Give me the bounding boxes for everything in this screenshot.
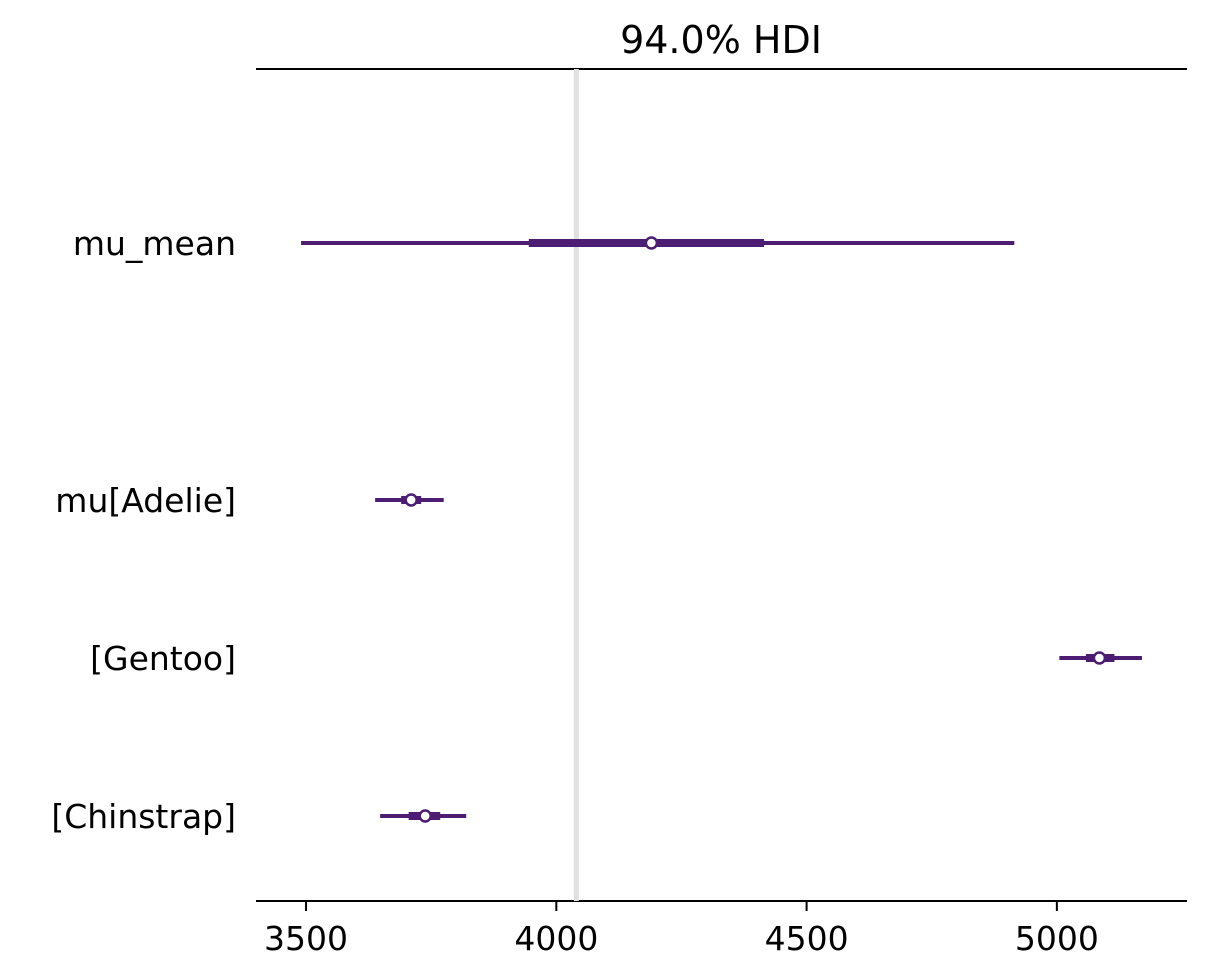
x-tick-label: 4500 (765, 919, 849, 958)
x-axis-ticks: 3500 4000 4500 5000 (264, 901, 1099, 958)
point-estimate-marker (418, 809, 432, 823)
x-tick-label: 4000 (514, 919, 598, 958)
forest-row: mu_mean (73, 224, 1015, 263)
forest-row: [Chinstrap] (51, 797, 467, 836)
x-tick-label: 3500 (264, 919, 348, 958)
row-label: [Gentoo] (90, 639, 236, 678)
forest-rows: mu_mean mu[Adelie] [Gentoo] [Chinstrap] (51, 224, 1142, 836)
point-estimate-marker (1092, 651, 1107, 665)
forest-row: mu[Adelie] (55, 481, 444, 520)
x-tick-label: 5000 (1015, 919, 1099, 958)
row-label: mu_mean (73, 224, 236, 263)
forest-row: [Gentoo] (90, 639, 1142, 678)
point-estimate-marker (644, 236, 659, 250)
chart-title: 94.0% HDI (620, 18, 822, 62)
row-label: mu[Adelie] (55, 481, 236, 520)
point-estimate-marker (404, 493, 418, 507)
row-label: [Chinstrap] (51, 797, 236, 836)
